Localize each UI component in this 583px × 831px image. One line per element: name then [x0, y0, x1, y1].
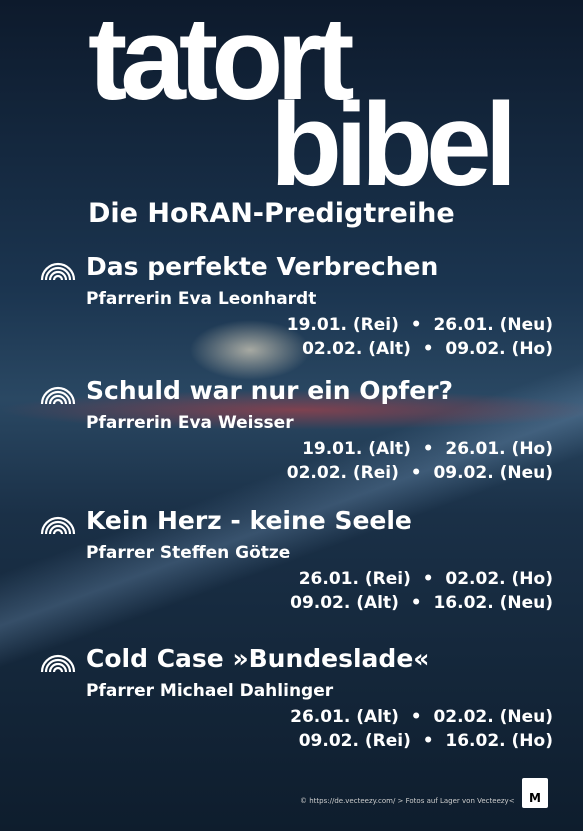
fingerprint-icon	[40, 654, 76, 673]
credit: © https://de.vecteezy.com/ > Fotos auf L…	[300, 797, 515, 805]
dates: 02.02. (Rei) • 09.02. (Neu)	[286, 463, 553, 483]
fingerprint-ridge	[40, 516, 76, 535]
fingerprint-ridge	[40, 654, 76, 673]
dates: 26.01. (Alt) • 02.02. (Neu)	[290, 707, 553, 727]
subtitle: Die HoRAN-Predigtreihe	[88, 198, 455, 229]
fingerprint-ridge	[40, 386, 76, 405]
sermon-title: Cold Case »Bundeslade«	[86, 644, 430, 673]
dates: 19.01. (Rei) • 26.01. (Neu)	[286, 315, 553, 335]
sermon-title: Schuld war nur ein Opfer?	[86, 376, 454, 405]
sermon-title: Das perfekte Verbrechen	[86, 252, 439, 281]
logo: M	[522, 778, 548, 808]
fingerprint-ridge	[52, 274, 64, 281]
fingerprint-ridge	[40, 262, 76, 281]
fingerprint-ridge	[48, 270, 68, 281]
title-line1: tatort	[88, 0, 355, 125]
preacher: Pfarrerin Eva Weisser	[86, 413, 294, 433]
fingerprint-ridge	[44, 520, 72, 535]
fingerprint-ridge	[52, 666, 64, 673]
fingerprint-ridge	[44, 266, 72, 281]
preacher: Pfarrerin Eva Leonhardt	[86, 289, 317, 309]
fingerprint-ridge	[52, 398, 64, 405]
dates: 02.02. (Alt) • 09.02. (Ho)	[302, 339, 553, 359]
fingerprint-ridge	[52, 528, 64, 535]
dates: 19.01. (Alt) • 26.01. (Ho)	[302, 439, 553, 459]
fingerprint-icon	[40, 262, 76, 281]
fingerprint-ridge	[48, 394, 68, 405]
title-line2: bibel	[270, 79, 517, 211]
dates: 09.02. (Alt) • 16.02. (Neu)	[290, 593, 553, 613]
dates: 26.01. (Rei) • 02.02. (Ho)	[298, 569, 553, 589]
fingerprint-ridge	[48, 662, 68, 673]
dates: 09.02. (Rei) • 16.02. (Ho)	[298, 731, 553, 751]
sermon-title: Kein Herz - keine Seele	[86, 506, 412, 535]
fingerprint-ridge	[48, 524, 68, 535]
preacher: Pfarrer Michael Dahlinger	[86, 681, 334, 701]
fingerprint-icon	[40, 516, 76, 535]
fingerprint-icon	[40, 386, 76, 405]
preacher: Pfarrer Steffen Götze	[86, 543, 291, 563]
fingerprint-ridge	[44, 658, 72, 673]
fingerprint-ridge	[44, 390, 72, 405]
